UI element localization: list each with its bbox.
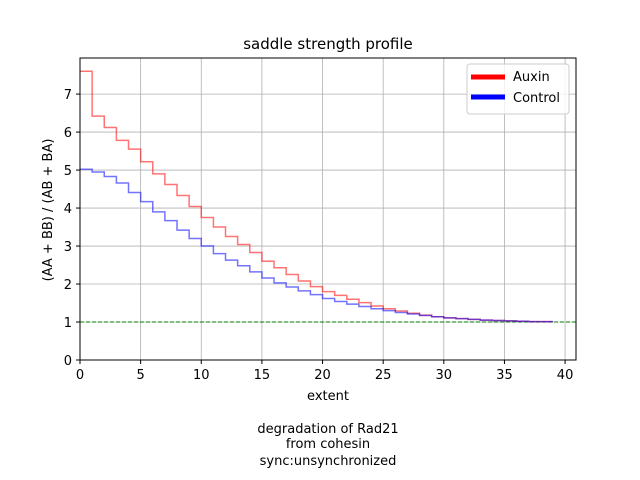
x-tick-label: 15 (254, 368, 271, 383)
grid (79, 58, 576, 361)
legend-label-control: Control (513, 91, 560, 106)
caption-line-3: sync:unsynchronized (260, 454, 397, 469)
y-tick-label: 0 (64, 354, 72, 369)
y-tick-label: 2 (64, 278, 72, 293)
y-axis-label: (AA + BB) / (AB + BA) (41, 139, 56, 282)
y-tick-label: 6 (64, 126, 72, 141)
legend-label-auxin: Auxin (513, 70, 550, 85)
y-tick-label: 5 (64, 164, 72, 179)
x-tick-label: 30 (436, 368, 453, 383)
x-tick-label: 25 (375, 368, 392, 383)
x-tick-label: 20 (314, 368, 331, 383)
series-group (80, 70, 553, 323)
axis-ticks: 0 5 10 15 20 25 30 35 40 0 1 2 3 4 5 6 7 (64, 88, 574, 383)
caption-line-2: from cohesin (286, 437, 370, 452)
plot-frame (79, 57, 577, 361)
x-tick-label: 10 (193, 368, 210, 383)
y-tick-label: 4 (64, 202, 72, 217)
x-tick-label: 35 (496, 368, 513, 383)
series-line-control (80, 168, 553, 323)
x-tick-label: 5 (136, 368, 144, 383)
legend: Auxin Control (466, 63, 570, 115)
y-tick-label: 3 (64, 240, 72, 255)
caption-line-1: degradation of Rad21 (257, 422, 398, 437)
y-tick-label: 1 (64, 316, 72, 331)
x-tick-label: 0 (76, 368, 84, 383)
x-axis-label: extent (307, 389, 349, 404)
x-tick-label: 40 (557, 368, 574, 383)
y-tick-label: 7 (64, 88, 72, 103)
chart-title: saddle strength profile (243, 35, 413, 53)
